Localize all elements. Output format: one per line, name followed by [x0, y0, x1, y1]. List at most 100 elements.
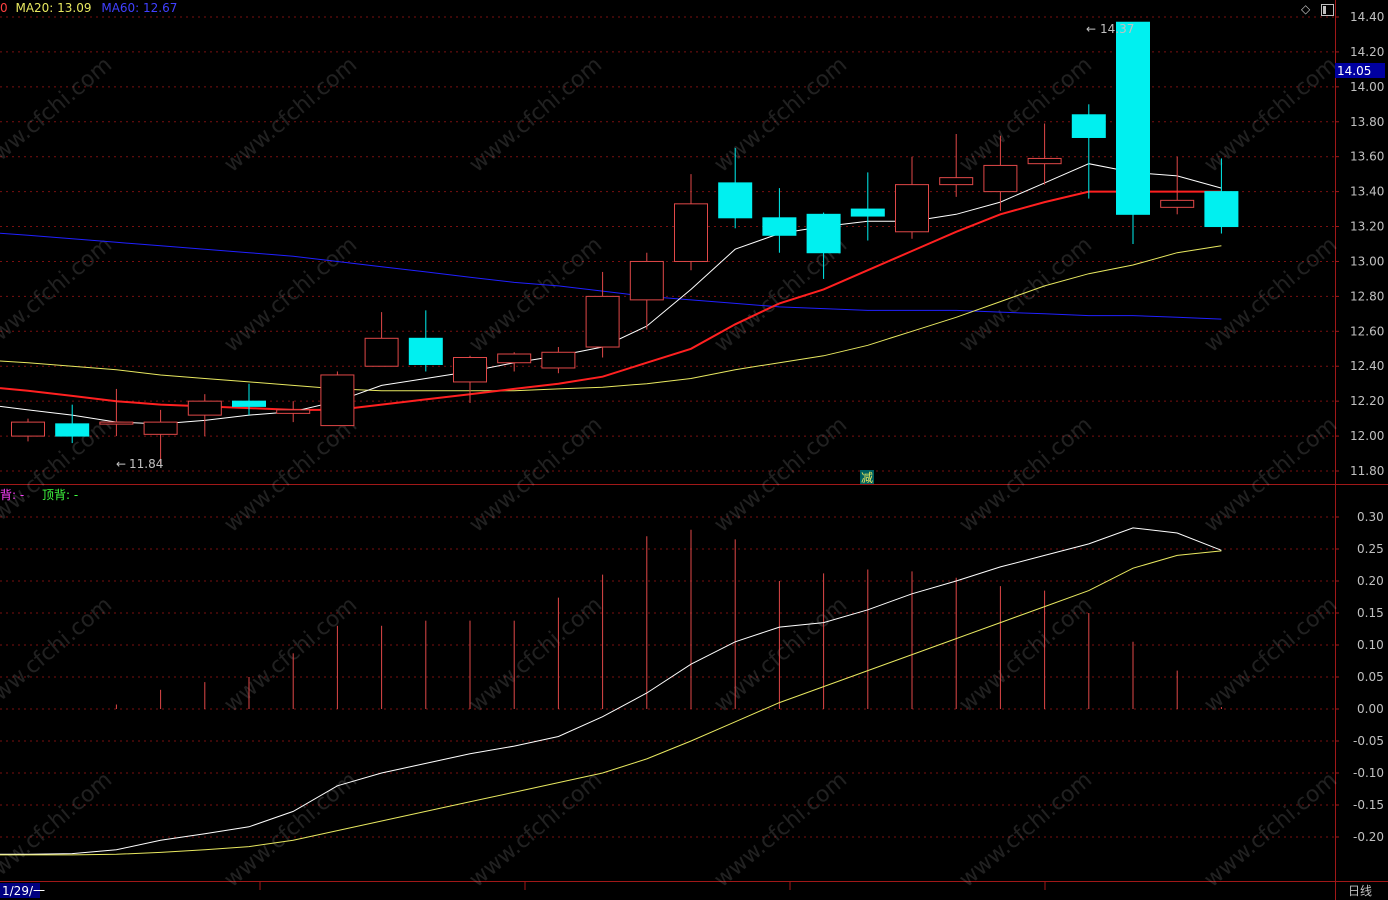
candle-body-up	[585, 295, 620, 348]
candle[interactable]	[939, 133, 974, 197]
signal-badge	[860, 470, 874, 484]
high-price-label: 14.37	[1100, 22, 1134, 36]
candle-body-up	[541, 351, 576, 369]
candle[interactable]	[320, 371, 355, 427]
candle[interactable]	[1160, 156, 1195, 215]
macd-lines	[0, 527, 1222, 856]
candle-body-up	[497, 353, 532, 364]
signal-label: 减	[861, 471, 873, 485]
candle[interactable]	[1204, 158, 1239, 234]
header-icons: ◇	[1301, 2, 1334, 16]
price-tick-label: 12.60	[1350, 324, 1384, 338]
candle[interactable]	[674, 174, 708, 271]
price-tick-label: 12.80	[1350, 289, 1384, 303]
price-tick-label: 12.20	[1350, 394, 1384, 408]
macd-tick-label: 0.00	[1357, 702, 1384, 716]
macd-tick-label: 0.30	[1357, 510, 1384, 524]
candle[interactable]	[11, 418, 45, 442]
candle-body-up	[453, 357, 487, 383]
candle[interactable]	[718, 147, 753, 229]
high-arrow-icon: ←	[1086, 22, 1096, 36]
candle-body-down	[850, 208, 885, 217]
candle-body-down	[232, 400, 266, 407]
candle[interactable]	[453, 355, 487, 403]
diamond-icon[interactable]: ◇	[1301, 2, 1311, 16]
dea-line	[0, 550, 1222, 856]
candle[interactable]	[983, 135, 1018, 211]
macd-tick-label: -0.20	[1353, 830, 1384, 844]
candle-body-up	[1160, 199, 1195, 208]
dif-line	[0, 527, 1222, 855]
candle[interactable]	[806, 212, 841, 279]
candle-body-up	[276, 409, 311, 414]
price-tick-label: 12.00	[1350, 429, 1384, 443]
candle-body-up	[364, 337, 399, 367]
candle-body-down	[55, 423, 90, 437]
candle[interactable]	[276, 401, 311, 423]
candle-body-up	[629, 260, 664, 301]
price-tick-label: 13.20	[1350, 220, 1384, 234]
bottom-divergence-label: 背: -	[0, 488, 25, 502]
candle[interactable]	[762, 188, 797, 253]
macd-tick-label: -0.10	[1353, 766, 1384, 780]
period-label[interactable]: 日线	[1348, 884, 1372, 898]
window-toggle-icon[interactable]	[1320, 3, 1334, 16]
date-badge	[0, 883, 40, 898]
candle-body-up	[187, 400, 222, 416]
candle[interactable]	[99, 388, 134, 437]
candle-body-up	[674, 203, 708, 262]
candle-body-up	[320, 374, 355, 427]
candle-body-up	[939, 177, 974, 186]
ma-legend: 0 MA20: 13.09 MA60: 12.67	[0, 1, 177, 15]
low-arrow-icon: ←	[116, 457, 126, 471]
ma60-label: MA60: 12.67	[101, 1, 178, 15]
candle[interactable]	[364, 312, 399, 367]
macd-tick-label: 0.15	[1357, 606, 1384, 620]
price-tick-label: 13.60	[1350, 150, 1384, 164]
candle-body-down	[408, 337, 443, 365]
price-tick-label: 12.40	[1350, 359, 1384, 373]
price-tick-label: 14.40	[1350, 10, 1384, 24]
candle[interactable]	[408, 310, 443, 372]
candle[interactable]	[232, 383, 266, 416]
date-label: 1/29/一	[2, 884, 45, 898]
candle-body-up	[143, 421, 178, 435]
macd-tick-label: 0.10	[1357, 638, 1384, 652]
candle[interactable]	[1071, 104, 1106, 199]
macd-tick-label: -0.15	[1353, 798, 1384, 812]
candle-body-down	[1116, 21, 1150, 215]
candle[interactable]	[1116, 21, 1150, 244]
macd-tick-label: 0.05	[1357, 670, 1384, 684]
candle[interactable]	[143, 409, 178, 465]
candle[interactable]	[55, 404, 90, 444]
price-tick-label: 13.00	[1350, 254, 1384, 268]
candle[interactable]	[187, 394, 222, 437]
candle-body-up	[99, 421, 134, 425]
price-tick-label: 11.80	[1350, 464, 1384, 478]
price-tick-label: 14.00	[1350, 80, 1384, 94]
ma-cut-label: 0	[0, 1, 8, 15]
price-axis: 14.40 14.20 14.00 13.80 13.60 13.40 13.20 13.00…	[1335, 10, 1384, 478]
candle[interactable]	[497, 352, 532, 372]
macd-tick-label: 0.20	[1357, 574, 1384, 588]
macd-axis: 0.30 0.25 0.20 0.15 0.10 0.05 0.00 -0.05 -0.10 -0…	[1335, 510, 1384, 844]
candle[interactable]	[629, 252, 664, 330]
candle[interactable]	[541, 347, 576, 374]
ma20-label: MA20: 13.09	[15, 1, 92, 15]
price-tick-label: 13.80	[1350, 115, 1384, 129]
price-tick-label: 13.40	[1350, 185, 1384, 199]
candle[interactable]	[895, 156, 929, 239]
candle-body-up	[983, 164, 1018, 193]
candle[interactable]	[850, 172, 885, 241]
price-tick-label: 14.20	[1350, 45, 1384, 59]
candle-body-up	[895, 184, 929, 233]
ma-slow-line	[0, 245, 1222, 392]
candlesticks[interactable]	[11, 21, 1239, 465]
candle[interactable]	[585, 271, 620, 358]
macd-tick-label: -0.05	[1353, 734, 1384, 748]
divergence-legend: 背: - 顶背: -	[0, 486, 78, 503]
candle[interactable]	[1027, 123, 1062, 185]
candle-body-up	[11, 421, 45, 437]
